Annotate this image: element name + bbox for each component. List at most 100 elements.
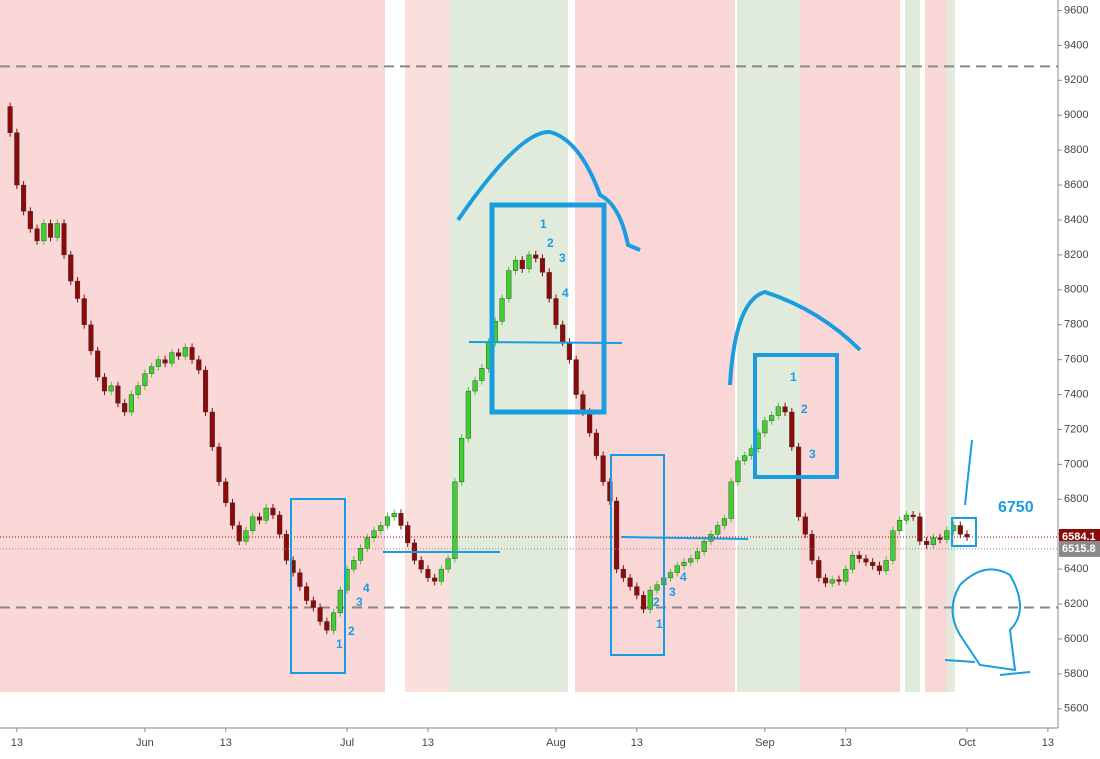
annotation: 2	[801, 402, 808, 416]
candle	[391, 513, 397, 517]
candle	[21, 184, 27, 212]
y-tick-label: 7800	[1064, 319, 1088, 331]
shade-green	[450, 0, 568, 692]
candle	[829, 579, 835, 584]
y-tick-label: 8800	[1064, 144, 1088, 156]
candle	[452, 481, 458, 559]
candle	[876, 565, 882, 572]
candle	[742, 455, 748, 462]
candle	[641, 595, 647, 610]
candle	[405, 525, 411, 544]
candle	[822, 577, 829, 584]
candle	[209, 411, 215, 448]
candle	[512, 259, 519, 271]
candle	[337, 589, 343, 613]
candle	[937, 537, 943, 540]
candle	[74, 280, 81, 299]
candle	[769, 415, 775, 421]
candle	[445, 558, 451, 570]
candle	[101, 376, 108, 392]
candle	[957, 525, 963, 535]
x-tick-label: Jun	[136, 737, 154, 749]
candle	[88, 324, 94, 352]
box	[610, 454, 665, 656]
annotation: 1	[336, 637, 343, 651]
price-label: 6584.1	[1062, 531, 1096, 543]
candle	[843, 568, 849, 582]
candle	[196, 359, 202, 371]
annotation: 4	[562, 286, 569, 300]
shade-green	[737, 0, 800, 692]
candle	[647, 589, 653, 610]
annotation: 4	[363, 581, 370, 595]
candle	[566, 341, 572, 360]
candle	[223, 481, 229, 503]
shade-red	[925, 0, 947, 692]
candle	[735, 460, 741, 483]
candle	[149, 366, 155, 374]
y-tick-label: 7600	[1064, 354, 1088, 366]
annotation: 1	[540, 217, 547, 231]
candle	[270, 507, 276, 516]
x-tick-label: 13	[631, 737, 643, 749]
candle	[580, 394, 586, 413]
candle	[297, 572, 303, 587]
candle	[795, 446, 802, 517]
candle	[243, 530, 249, 542]
candle	[593, 432, 599, 456]
box	[290, 498, 346, 674]
candle	[7, 106, 13, 133]
candle	[627, 577, 633, 587]
candle	[357, 547, 364, 561]
annotation: 1	[790, 370, 797, 384]
candle	[890, 530, 896, 561]
axes: 5600580060006200640066006800700072007400…	[11, 4, 1100, 749]
y-tick-label: 8000	[1064, 284, 1088, 296]
doodle	[944, 568, 1031, 676]
candle	[917, 516, 923, 542]
candle	[216, 446, 222, 483]
candle	[425, 568, 431, 579]
time-axis-bg	[0, 728, 1058, 754]
candle	[81, 298, 87, 325]
x-tick-label: Sep	[755, 737, 775, 749]
annotation: 3	[559, 251, 566, 265]
candle	[169, 352, 175, 364]
y-tick-label: 9600	[1064, 4, 1088, 16]
y-tick-label: 6400	[1064, 563, 1088, 575]
candle	[674, 565, 680, 573]
candle	[681, 561, 687, 566]
candle	[236, 525, 242, 542]
annotation: 4	[680, 570, 687, 584]
candle	[108, 385, 114, 392]
candle	[155, 359, 161, 367]
candle	[533, 254, 539, 259]
y-tick-label: 5800	[1064, 668, 1088, 680]
candle	[182, 347, 188, 357]
candle	[54, 223, 60, 238]
candle	[526, 254, 532, 270]
shading	[0, 0, 955, 692]
candle	[398, 513, 404, 526]
box	[753, 353, 839, 479]
candle	[654, 584, 660, 591]
candle	[310, 600, 316, 608]
candle	[418, 560, 424, 570]
candle	[903, 514, 909, 521]
candle	[715, 525, 721, 535]
y-tick-label: 5600	[1064, 703, 1088, 715]
candle	[849, 554, 856, 570]
candle	[694, 551, 701, 559]
candle	[27, 211, 33, 229]
candle	[587, 411, 593, 434]
y-tick-label: 6200	[1064, 598, 1088, 610]
candle	[317, 607, 323, 622]
arrow	[728, 289, 862, 386]
y-tick-label: 8600	[1064, 179, 1088, 191]
candle	[802, 516, 808, 535]
x-tick-label: Aug	[546, 737, 566, 749]
candle	[122, 403, 128, 413]
candle	[189, 347, 195, 360]
candle	[620, 568, 626, 579]
